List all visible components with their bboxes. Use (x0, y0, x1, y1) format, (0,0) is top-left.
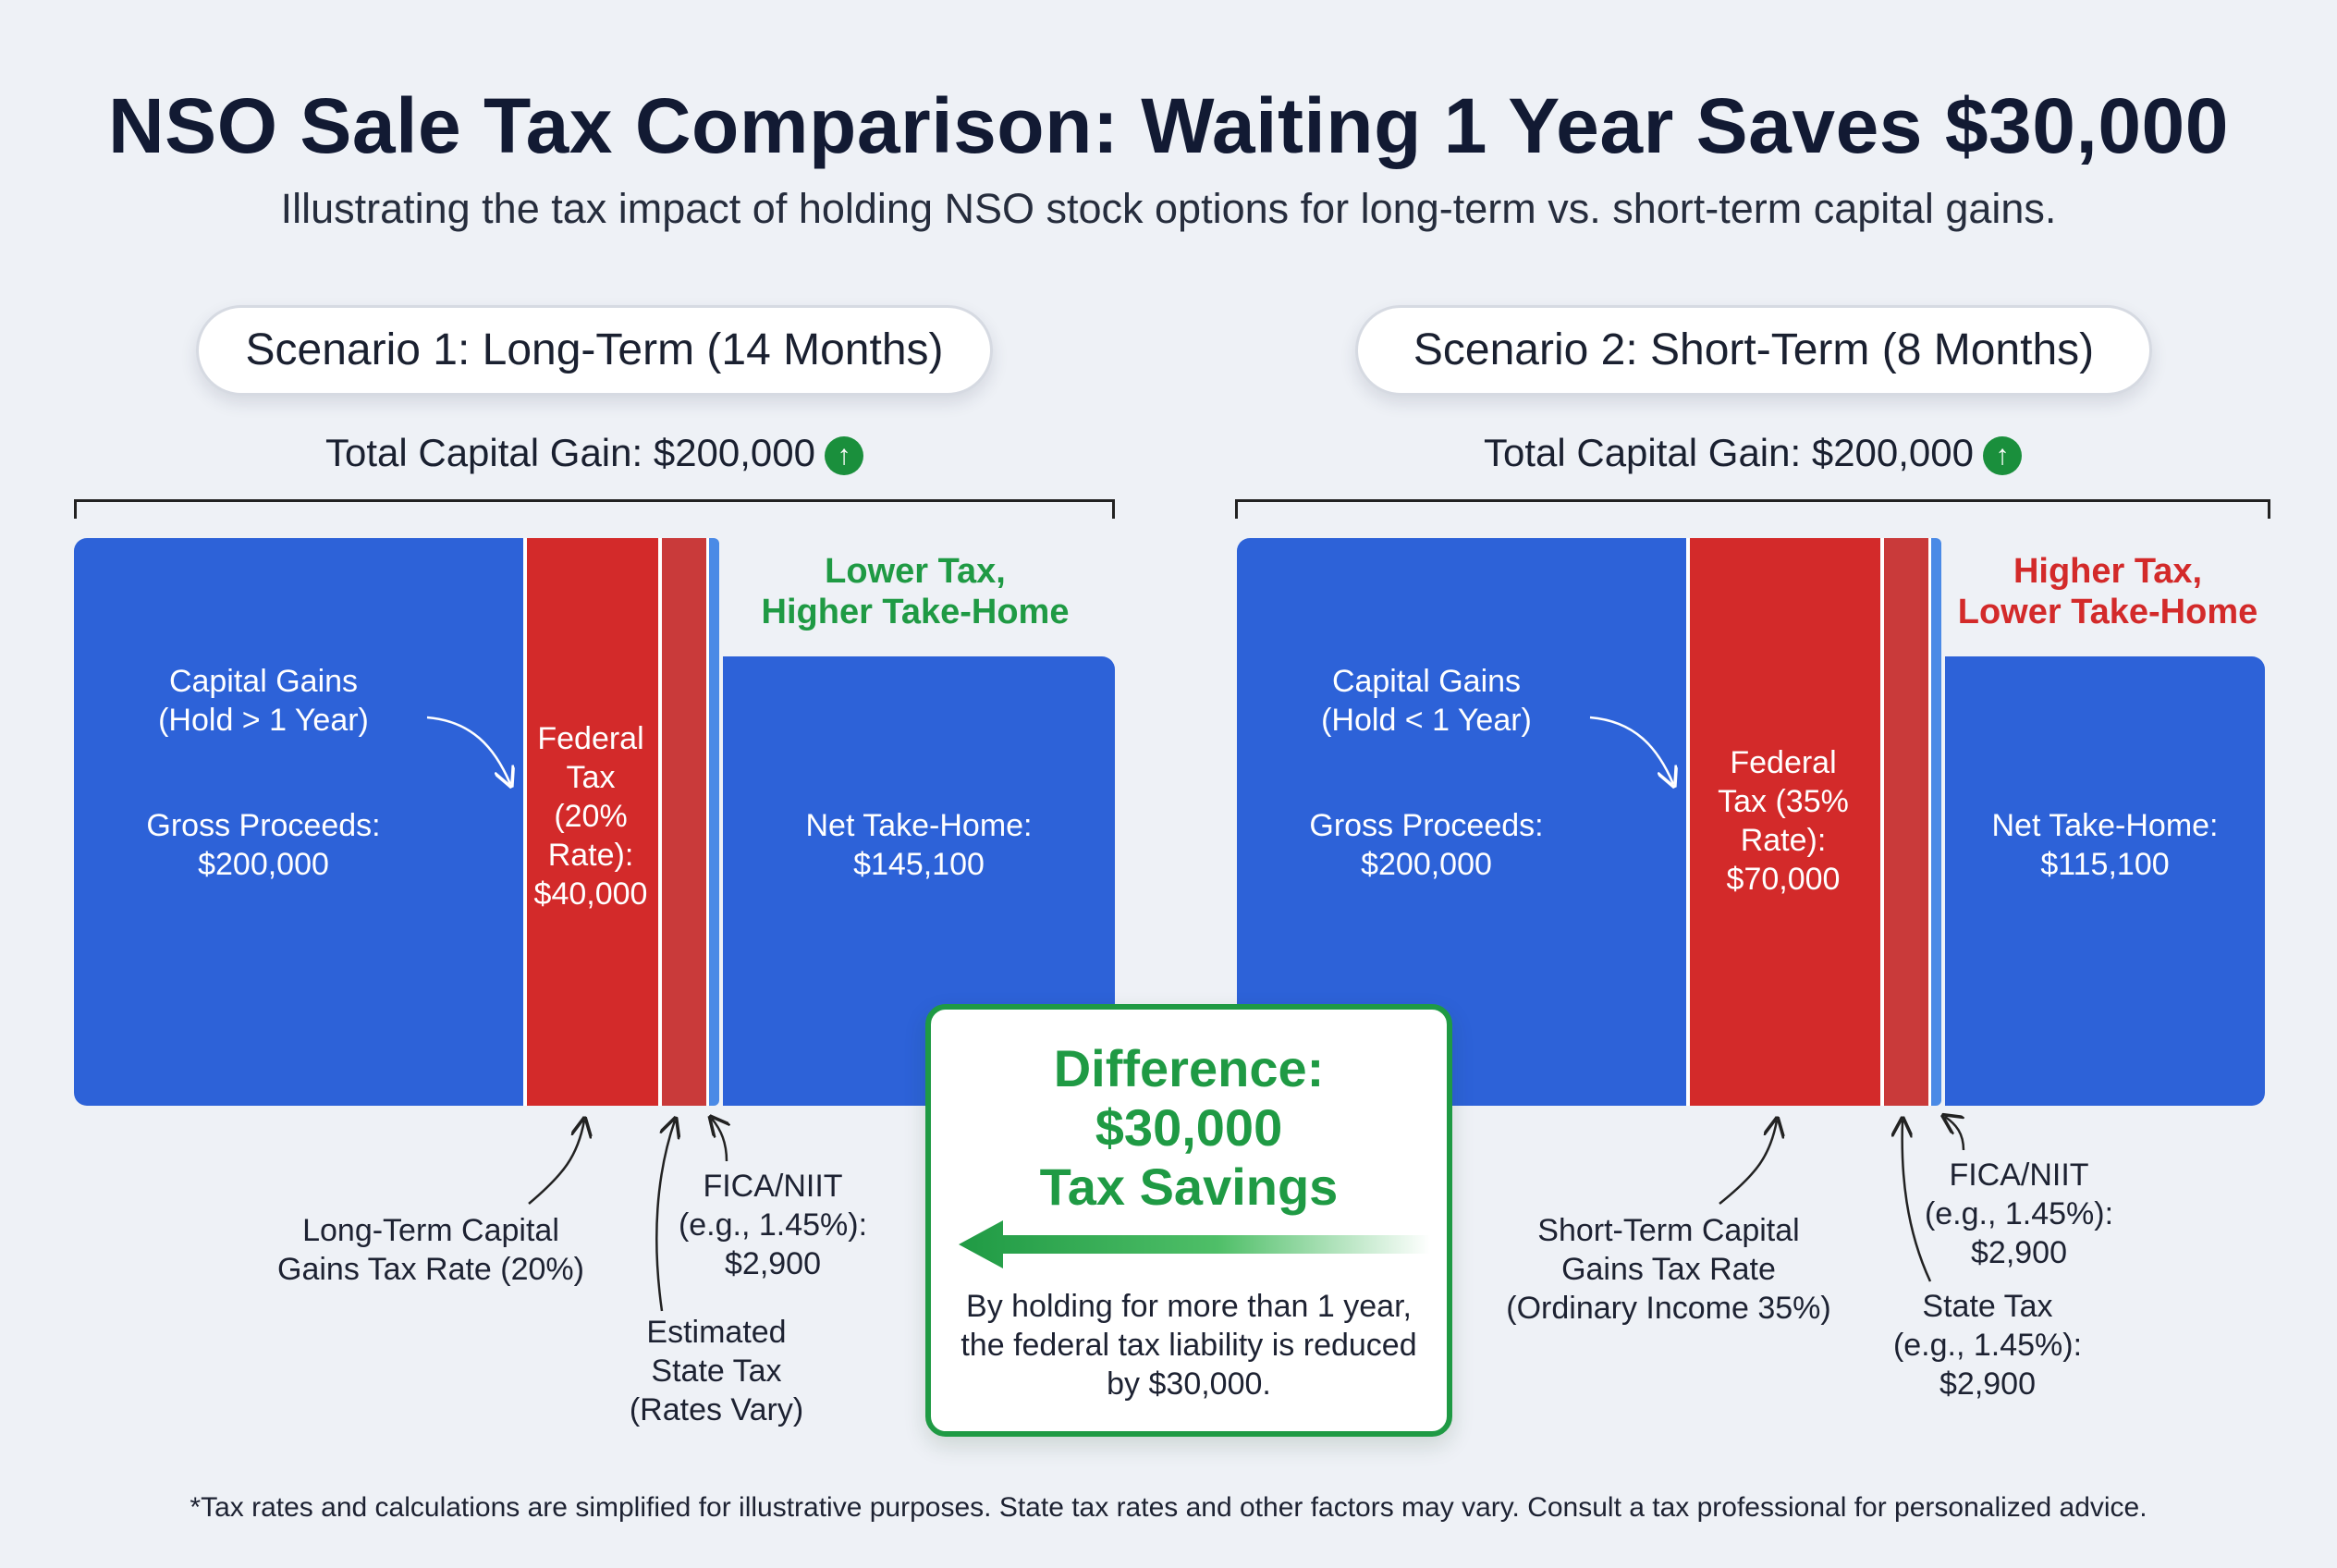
federal-tax-label: Federal Tax (20% Rate): $40,000 (533, 721, 648, 912)
scenario1-annot-rate: Long-Term Capital Gains Tax Rate (20%) (277, 1213, 584, 1287)
scenario2-chart: Capital Gains (Hold < 1 Year) Gross Proc… (1237, 538, 2265, 1106)
fica-segment (706, 538, 719, 1106)
rate-leader (528, 1121, 584, 1205)
scenario1-tag: Lower Tax, Higher Take-Home (761, 552, 1070, 631)
federal-tax-label: Federal Tax (35% Rate): $70,000 (1718, 745, 1849, 897)
scenario1-annot-fica: FICA/NIIT (e.g., 1.45%): $2,900 (678, 1169, 868, 1281)
federal-tax-segment (523, 538, 658, 1106)
fica-segment (1928, 538, 1941, 1106)
page-title: NSO Sale Tax Comparison: Waiting 1 Year … (108, 82, 2229, 169)
scenario2-annot-rate: Short-Term Capital Gains Tax Rate (Ordin… (1506, 1213, 1831, 1326)
net-takehome-segment (1945, 656, 2265, 1106)
net-takehome-label: Net Take-Home: $115,100 (1991, 808, 2219, 882)
state-tax-segment (1880, 538, 1928, 1106)
footnote: *Tax rates and calculations are simplifi… (190, 1492, 2147, 1523)
gross-proceeds-segment (74, 538, 523, 1106)
scenario2-annot-state: State Tax (e.g., 1.45%): $2,900 (1892, 1289, 2083, 1402)
arrow-up-circle-icon: ↑ (825, 436, 864, 475)
gross-proceeds-label: Gross Proceeds: $200,000 (1309, 808, 1544, 882)
net-takehome-label: Net Take-Home: $145,100 (805, 808, 1033, 882)
scenario1-chart: Capital Gains (Hold > 1 Year) Gross Proc… (74, 538, 1115, 1106)
scenario2-pill: Scenario 2: Short-Term (8 Months) (1355, 305, 2152, 396)
callout-heading-3: Tax Savings (1039, 1158, 1339, 1216)
federal-tax-segment (1686, 538, 1880, 1106)
scenario2-annot-fica: FICA/NIIT (e.g., 1.45%): $2,900 (1924, 1158, 2114, 1270)
scenario1-gain: Total Capital Gain: $200,000 ↑ (74, 431, 1115, 475)
scenario1-pill: Scenario 1: Long-Term (14 Months) (196, 305, 993, 396)
state-tax-segment (658, 538, 706, 1106)
scenario1-annot-state: Estimated State Tax (Rates Vary) (629, 1315, 804, 1427)
scenario1-bracket (74, 499, 1115, 519)
callout-body: By holding for more than 1 year, the fed… (960, 1289, 1417, 1402)
gross-proceeds-label: Gross Proceeds: $200,000 (146, 808, 381, 882)
fica-leader (712, 1119, 727, 1162)
arrow-up-circle-icon: ↑ (1983, 436, 2023, 475)
callout-heading-1: Difference: (1053, 1039, 1325, 1097)
arrow-left-icon (959, 1220, 1430, 1268)
rate-leader-2 (1719, 1121, 1777, 1205)
scenario2-gain: Total Capital Gain: $200,000 ↑ (1235, 431, 2270, 475)
scenario2-bracket (1235, 499, 2270, 519)
fica-leader-2 (1945, 1117, 1965, 1151)
capital-gains-label: Capital Gains (Hold < 1 Year) (1321, 664, 1532, 738)
capital-gains-label: Capital Gains (Hold > 1 Year) (158, 664, 369, 738)
scenario2-tag: Higher Tax, Lower Take-Home (1957, 552, 2258, 631)
scenario2-gain-label: Total Capital Gain: $200,000 (1483, 431, 1975, 474)
scenario1-gain-label: Total Capital Gain: $200,000 (324, 431, 816, 474)
callout-heading-2: $30,000 (1095, 1098, 1283, 1157)
difference-callout: Difference: $30,000 Tax Savings By holdi… (925, 1004, 1452, 1437)
page-subtitle: Illustrating the tax impact of holding N… (280, 185, 2057, 232)
